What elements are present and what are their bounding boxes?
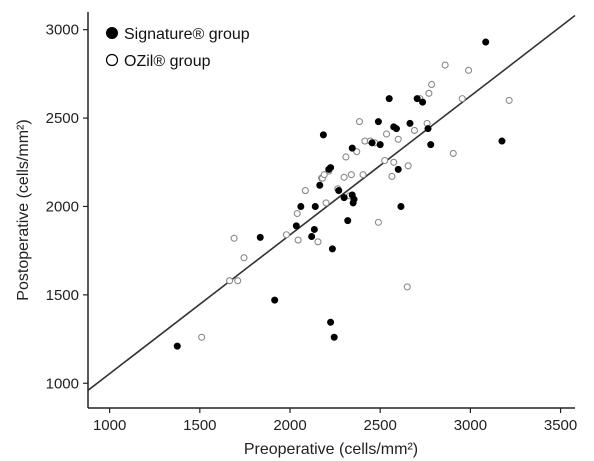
signature-point xyxy=(310,225,318,233)
signature-point xyxy=(335,187,343,195)
signature-point xyxy=(350,195,358,203)
ozil-point xyxy=(322,199,330,207)
legend: Signature® group OZil® group xyxy=(105,26,250,70)
ozil-point xyxy=(465,66,473,74)
ozil-point xyxy=(347,171,355,179)
signature-point xyxy=(271,296,279,304)
ozil-point xyxy=(314,238,322,246)
regression-line xyxy=(87,14,576,391)
ozil-point xyxy=(382,130,391,138)
ozil-point xyxy=(394,135,402,143)
ozil-point xyxy=(340,173,348,181)
signature-point xyxy=(327,164,335,172)
signature-point xyxy=(376,141,384,149)
ozil-point xyxy=(226,277,234,285)
signature-point xyxy=(348,144,356,152)
ozil-point xyxy=(198,333,206,341)
ozil-point xyxy=(388,172,396,180)
ozil-point xyxy=(355,118,364,126)
signature-point xyxy=(406,119,414,127)
y-tick-label: 2000 xyxy=(46,198,79,215)
x-tick-label: 2500 xyxy=(364,417,397,434)
signature-point xyxy=(424,125,432,133)
legend-marker-signature xyxy=(106,27,118,39)
y-tick-label: 1500 xyxy=(46,287,79,304)
signature-point xyxy=(256,233,264,241)
ozil-point xyxy=(359,171,367,179)
y-tick-label: 2500 xyxy=(46,110,79,127)
legend-label-ozil: OZil® group xyxy=(124,53,211,70)
ozil-point xyxy=(342,153,350,161)
signature-point xyxy=(330,333,338,341)
y-axis-title: Postoperative (cells/mm²) xyxy=(15,119,32,300)
ozil-point xyxy=(353,148,361,156)
ozil-point xyxy=(282,231,290,239)
legend-marker-ozil xyxy=(105,53,119,67)
signature-point xyxy=(427,141,435,149)
signature-point xyxy=(385,95,393,103)
signature-point xyxy=(374,118,382,126)
ozil-point xyxy=(403,283,411,291)
ozil-point xyxy=(240,254,248,262)
signature-point xyxy=(498,137,506,145)
y-tick-label: 3000 xyxy=(46,22,79,39)
x-tick-label: 3500 xyxy=(544,417,577,434)
signature-point xyxy=(344,217,352,225)
signature-point xyxy=(308,233,316,241)
signature-point xyxy=(482,38,490,46)
y-ticks: 1000 1500 2000 2500 3000 xyxy=(46,22,88,392)
x-axis-title: Preoperative (cells/mm²) xyxy=(244,441,418,458)
ozil-point xyxy=(404,162,412,170)
ozil-point xyxy=(390,158,398,166)
ozil-point xyxy=(505,96,513,104)
ozil-point xyxy=(234,277,242,285)
signature-point xyxy=(368,139,376,147)
signature-point xyxy=(316,181,324,189)
signature-point xyxy=(413,95,421,103)
ozil-point xyxy=(381,156,389,165)
ozil-point xyxy=(425,89,433,97)
signature-point xyxy=(319,131,327,139)
ozil-point xyxy=(410,126,419,134)
x-ticks: 1000 1500 2000 2500 3000 3500 xyxy=(93,408,577,434)
signature-point xyxy=(292,222,300,230)
y-tick-label: 1000 xyxy=(46,375,79,392)
signature-point xyxy=(311,202,319,210)
x-tick-label: 2000 xyxy=(273,417,306,434)
signature-point xyxy=(394,165,402,173)
ozil-point xyxy=(441,61,449,69)
signature-point xyxy=(397,202,405,210)
signature-point xyxy=(419,98,427,106)
ozil-point xyxy=(449,149,457,157)
ozil-point xyxy=(301,187,309,195)
legend-label-signature: Signature® group xyxy=(124,26,250,43)
ozil-point xyxy=(374,218,382,226)
signature-point xyxy=(297,202,305,210)
data-points xyxy=(173,38,513,350)
x-tick-label: 1000 xyxy=(93,417,126,434)
ozil-point xyxy=(458,95,466,103)
signature-point xyxy=(173,342,181,350)
ozil-point xyxy=(294,236,302,244)
signature-point xyxy=(392,125,400,133)
ozil-point xyxy=(320,171,328,179)
signature-point xyxy=(340,194,348,202)
x-tick-label: 1500 xyxy=(183,417,216,434)
ozil-point xyxy=(230,234,238,242)
plot-area: 1000 1500 2000 2500 3000 3500 1000 1500 2000 250… xyxy=(46,12,577,434)
ozil-point xyxy=(293,209,301,218)
ozil-point xyxy=(428,80,436,89)
signature-point xyxy=(327,318,335,326)
signature-point xyxy=(328,245,336,253)
x-tick-label: 3000 xyxy=(454,417,487,434)
